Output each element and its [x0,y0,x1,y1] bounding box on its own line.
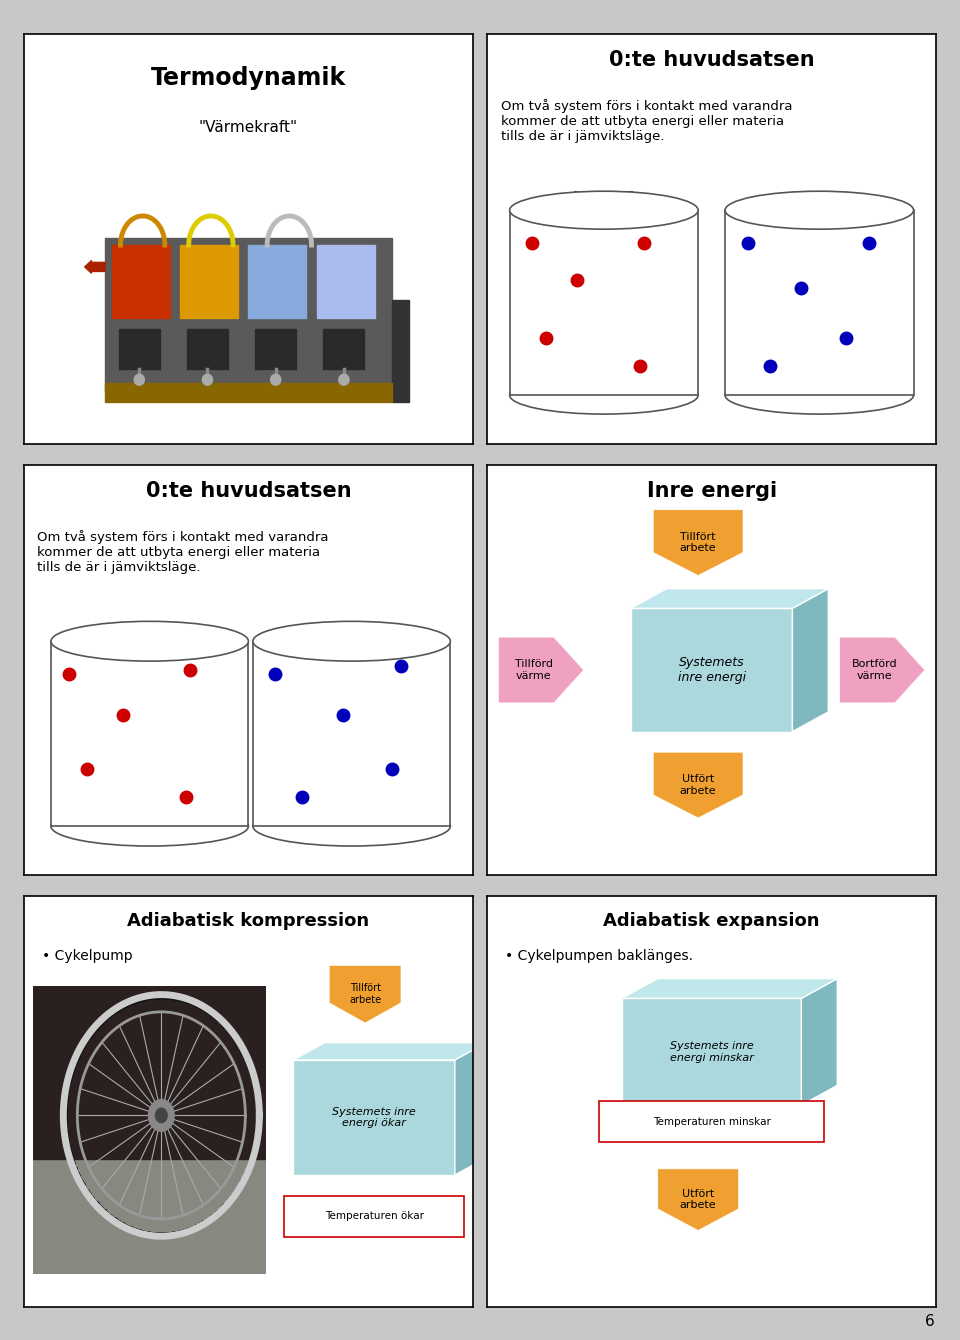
Polygon shape [631,588,828,608]
Ellipse shape [51,807,249,846]
Bar [510,210,698,395]
Text: Systemets
inre energi: Systemets inre energi [678,657,746,683]
Text: Adiabatisk kompression: Adiabatisk kompression [128,913,370,930]
Bar [622,998,802,1106]
FancyBboxPatch shape [599,1101,824,1142]
Text: Inre energi: Inre energi [646,481,777,501]
Text: 6: 6 [925,1315,935,1329]
Text: Termodynamik: Termodynamik [151,67,346,90]
Text: Bortförd
värme: Bortförd värme [852,659,898,681]
Ellipse shape [252,622,450,661]
Text: Om två system förs i kontakt med varandra
kommer de att utbyta energi eller mate: Om två system förs i kontakt med varandr… [37,531,329,575]
Ellipse shape [252,807,450,846]
Text: Tillförd
värme: Tillförd värme [515,659,553,681]
Polygon shape [329,965,401,1022]
Bar [252,642,450,827]
Text: Adiabatisk expansion: Adiabatisk expansion [603,913,820,930]
FancyBboxPatch shape [284,1195,464,1237]
Text: Utfört
arbete: Utfört arbete [680,775,716,796]
Text: • Cykelpump: • Cykelpump [42,949,132,963]
Ellipse shape [725,377,914,414]
Text: • Cykelpumpen baklänges.: • Cykelpumpen baklänges. [505,949,693,963]
Text: Temperaturen minskar: Temperaturen minskar [653,1116,771,1127]
Polygon shape [622,978,837,998]
Text: Temperaturen ökar: Temperaturen ökar [324,1211,423,1221]
Polygon shape [498,636,584,704]
Polygon shape [455,1043,487,1175]
Polygon shape [839,636,924,704]
Text: "Värmekraft": "Värmekraft" [199,119,298,135]
Text: KALLT: KALLT [794,192,845,206]
Ellipse shape [725,192,914,229]
Bar [631,608,792,732]
Polygon shape [792,588,828,732]
Bar [725,210,914,395]
Text: VARMT: VARMT [574,192,634,206]
Polygon shape [653,509,743,575]
Text: Utfört
arbete: Utfört arbete [680,1189,716,1210]
Text: Tillfört
arbete: Tillfört arbete [349,984,381,1005]
Polygon shape [802,978,837,1106]
Ellipse shape [51,622,249,661]
Bar [51,642,249,827]
Text: Tillfört
arbete: Tillfört arbete [680,532,716,553]
Polygon shape [294,1043,487,1060]
Text: 0:te huvudsatsen: 0:te huvudsatsen [146,481,351,501]
Ellipse shape [510,192,698,229]
Text: Systemets inre
energi ökar: Systemets inre energi ökar [332,1107,416,1128]
Bar [294,1060,455,1175]
Ellipse shape [510,377,698,414]
Text: Om två system förs i kontakt med varandra
kommer de att utbyta energi eller mate: Om två system förs i kontakt med varandr… [501,99,792,143]
Polygon shape [658,1168,738,1230]
Polygon shape [653,752,743,817]
Text: 0:te huvudsatsen: 0:te huvudsatsen [609,50,814,70]
Text: Systemets inre
energi minskar: Systemets inre energi minskar [670,1041,754,1063]
